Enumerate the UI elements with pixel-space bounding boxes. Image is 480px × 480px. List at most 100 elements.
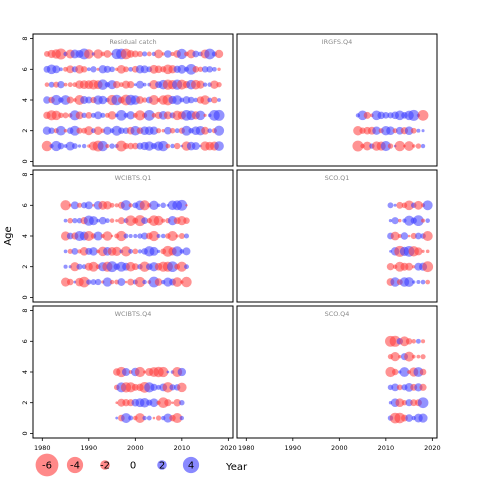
bubble (83, 230, 94, 242)
bubble (124, 280, 128, 284)
bubble (412, 280, 416, 284)
bubble (156, 234, 161, 238)
bubble (123, 233, 129, 239)
bubble (386, 126, 395, 136)
bubble (212, 66, 217, 72)
bubble (176, 199, 188, 211)
bubble (43, 96, 51, 104)
bubble (115, 219, 119, 223)
bubble (117, 278, 126, 286)
bubble (98, 216, 107, 225)
bubble (154, 49, 163, 59)
bubble (204, 48, 216, 60)
bubble (422, 261, 434, 273)
bubble (142, 82, 147, 87)
bubble (48, 81, 55, 88)
bubble (404, 141, 415, 151)
bubble (391, 368, 399, 376)
bubble (164, 399, 172, 407)
x-tick-label: 1990 (285, 444, 302, 452)
bubble (169, 127, 176, 134)
bubble (416, 128, 421, 133)
bubble (214, 125, 225, 136)
bubble (154, 278, 163, 286)
bubble (126, 111, 135, 120)
bubble (177, 382, 187, 393)
panel-3: WCIBTS.Q1 (32, 169, 234, 303)
bubble (67, 217, 73, 224)
y-tick-label: 6 (21, 67, 29, 71)
x-tick-label: 1980 (238, 444, 255, 452)
bubble (94, 278, 102, 286)
bubble (67, 248, 73, 254)
bubble (120, 246, 132, 257)
panel-title: IRGFS.Q4 (322, 38, 353, 46)
bubble (203, 113, 207, 117)
bubble (398, 218, 402, 223)
bubble (128, 248, 134, 254)
bubble (420, 279, 426, 285)
bubble (193, 97, 199, 103)
legend-label: 2 (159, 461, 165, 472)
bubble (128, 233, 133, 239)
bubble (136, 80, 144, 89)
bubble (150, 383, 158, 391)
bubble (88, 261, 99, 272)
bubble (161, 129, 165, 133)
panel-1: Residual catch (32, 33, 234, 167)
bubble (81, 143, 87, 149)
bubble (176, 48, 187, 60)
panel-6: SCO.Q4 (236, 305, 438, 439)
y-tick-label: 8 (21, 309, 29, 313)
bubble (171, 401, 174, 404)
bubble (70, 201, 79, 210)
bubble (179, 415, 184, 421)
bubble (397, 233, 402, 239)
bubble (136, 96, 144, 104)
bubble (148, 230, 160, 242)
bubble (389, 335, 401, 347)
bubble (51, 140, 62, 152)
bubble (184, 264, 189, 270)
legend-bubble (182, 456, 200, 474)
bubble (84, 201, 93, 210)
bubble (103, 126, 112, 135)
bubble (353, 125, 363, 136)
bubble (377, 111, 385, 120)
bubble (169, 384, 176, 391)
legend-label: -6 (42, 461, 52, 472)
bubble (105, 143, 110, 149)
bubble (167, 231, 178, 241)
bubble (173, 398, 181, 407)
bubble (70, 262, 80, 272)
bubble (421, 249, 425, 253)
bubble (213, 109, 225, 121)
bubble (140, 65, 149, 74)
bubble (97, 140, 108, 152)
bubble (131, 263, 139, 271)
bubble (146, 415, 152, 421)
bubble (94, 111, 103, 120)
bubble (394, 140, 406, 152)
bubble (197, 66, 204, 72)
bubble (172, 413, 183, 424)
bubble (390, 277, 400, 287)
panel-frame (236, 305, 438, 439)
bubble (52, 65, 61, 74)
bubble (414, 247, 423, 256)
bubble (77, 202, 83, 208)
bubble (415, 338, 421, 344)
bubble (422, 200, 433, 211)
bubble (148, 94, 159, 106)
bubble (185, 204, 188, 207)
bubble (120, 200, 132, 211)
bubble (89, 247, 98, 256)
bubble (422, 230, 433, 242)
bubble (207, 128, 213, 134)
x-tick-label: 2010 (174, 444, 191, 452)
bubble (137, 249, 143, 254)
bubble (48, 127, 55, 134)
bubble (55, 48, 67, 60)
bubble (217, 67, 221, 72)
bubble (163, 413, 173, 423)
